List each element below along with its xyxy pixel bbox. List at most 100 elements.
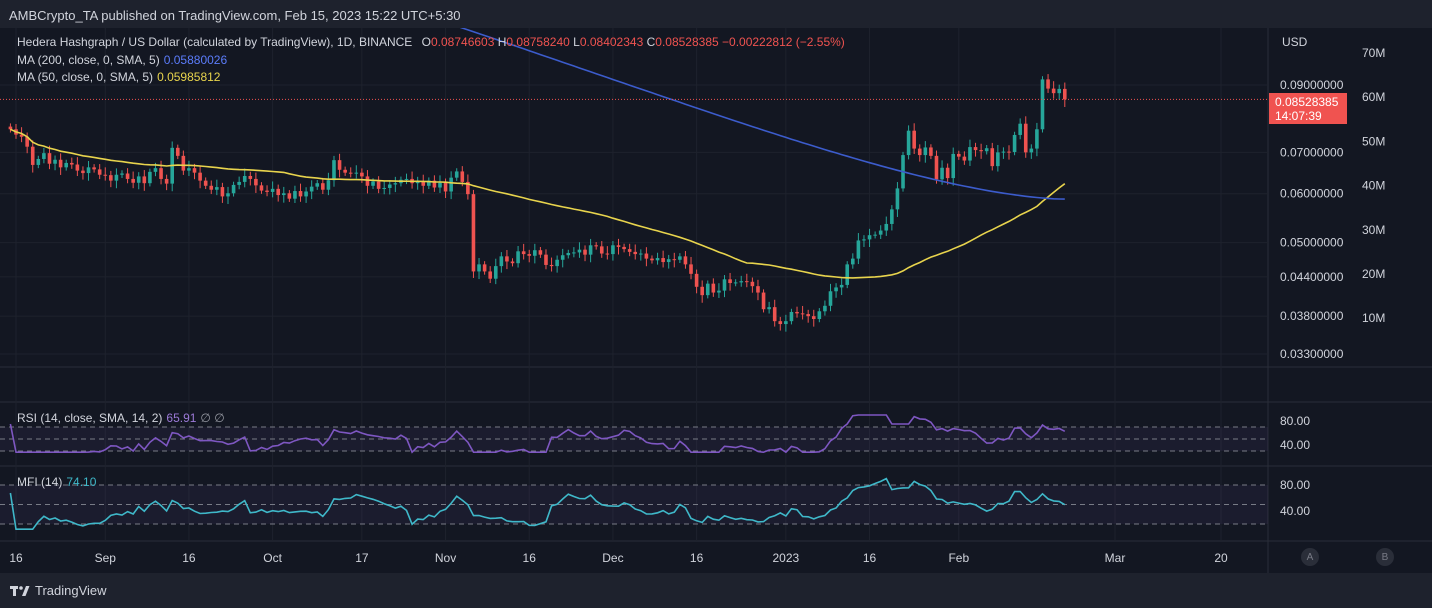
footer-bar: TradingView — [0, 573, 1432, 608]
candle-body — [360, 172, 364, 177]
candle — [449, 171, 453, 200]
candle-body — [75, 164, 80, 171]
candle-body — [750, 281, 755, 287]
candle-body — [427, 180, 431, 186]
candle — [929, 144, 933, 160]
candle — [1051, 81, 1056, 99]
candle-body — [53, 159, 57, 164]
candle-body — [510, 261, 515, 264]
candle — [873, 231, 877, 239]
candle-body — [572, 252, 576, 254]
candle — [438, 175, 442, 193]
candle-body — [516, 251, 520, 264]
candle — [332, 155, 336, 187]
candle-body — [58, 159, 63, 168]
candle-body — [622, 246, 626, 250]
ohlc-change: −0.00222812 (−2.55%) — [722, 35, 845, 49]
ohlc-open: 0.08746603 — [430, 35, 495, 49]
candle-body — [276, 188, 280, 196]
price-chart[interactable]: 16 Sep 16 Oct 17 Nov 16 Dec 16 2023 16 Feb Mar 20 0.09… — [0, 28, 1432, 573]
x-tick-label: Feb — [948, 551, 969, 565]
candle — [86, 160, 91, 181]
candle-body — [917, 148, 922, 156]
candle-body — [354, 172, 359, 174]
candle — [125, 168, 130, 184]
candle — [64, 159, 69, 171]
candle-body — [1035, 129, 1039, 149]
candle — [427, 177, 431, 190]
candle-body — [856, 240, 861, 259]
candle-body — [661, 258, 665, 263]
candle-body — [711, 283, 716, 293]
candle-body — [527, 254, 532, 256]
candle — [304, 187, 308, 203]
scale-button-b[interactable]: B — [1376, 548, 1394, 566]
candle — [694, 269, 699, 294]
price-tick-label: 0.06000000 — [1280, 187, 1344, 201]
candle — [354, 165, 359, 179]
candle-body — [940, 167, 944, 180]
ohlc-close: 0.08528385 — [655, 35, 719, 49]
candle-body — [114, 174, 119, 181]
ma200-value: 0.05880026 — [163, 53, 228, 67]
candle — [92, 164, 96, 173]
candle-body — [454, 171, 459, 178]
candle-body — [873, 234, 877, 236]
x-tick-label: Mar — [1105, 551, 1126, 565]
legend-symbol[interactable]: Hedera Hashgraph / US Dollar (calculated… — [17, 35, 413, 49]
candle — [58, 153, 63, 175]
candle — [717, 283, 721, 298]
candle — [432, 175, 437, 192]
candle — [203, 177, 208, 190]
candle — [47, 145, 52, 170]
candle-body — [733, 282, 738, 284]
candle — [990, 142, 995, 171]
tradingview-logo[interactable]: TradingView — [10, 583, 107, 598]
candle — [616, 238, 621, 255]
candle — [772, 299, 777, 327]
candle-body — [560, 255, 565, 260]
legend-rsi[interactable]: RSI (14, close, SMA, 14, 2) 65.91 ∅ ∅ — [17, 411, 225, 425]
rsi-tick-label: 40.00 — [1280, 438, 1310, 452]
candle — [36, 155, 41, 169]
candle — [376, 176, 381, 194]
candle — [120, 170, 124, 178]
candle-body — [493, 266, 498, 279]
chart-frame[interactable]: 16 Sep 16 Oct 17 Nov 16 Dec 16 2023 16 Feb Mar 20 0.09… — [0, 28, 1432, 573]
candle — [293, 185, 297, 203]
candle-body — [945, 167, 950, 179]
candle — [226, 186, 230, 205]
candle-body — [878, 230, 883, 235]
candle-body — [382, 187, 386, 189]
candle — [454, 168, 459, 181]
candle-body — [92, 167, 96, 170]
candle-body — [164, 178, 169, 184]
candle — [795, 306, 799, 318]
legend-ma200[interactable]: MA (200, close, 0, SMA, 5) 0.05880026 — [17, 53, 227, 67]
candle-body — [616, 245, 621, 247]
candle — [806, 309, 810, 323]
candle — [270, 181, 275, 198]
candle-body — [951, 153, 956, 179]
candle — [69, 157, 74, 169]
candle-body — [611, 245, 615, 255]
candle — [242, 168, 247, 188]
candle — [722, 275, 727, 298]
candle — [750, 277, 755, 293]
candle — [599, 241, 604, 258]
legend-ohlc: O0.08746603 H0.08758240 L0.08402343 C0.0… — [422, 35, 845, 49]
legend-ma50[interactable]: MA (50, close, 0, SMA, 5) 0.05985812 — [17, 70, 220, 84]
candle-body — [895, 188, 900, 210]
candle — [828, 283, 833, 312]
candle — [30, 140, 35, 173]
candle — [538, 247, 543, 258]
scale-button-a[interactable]: A — [1301, 548, 1319, 566]
legend-mfi[interactable]: MFI (14) 74.10 — [17, 475, 96, 489]
candle — [404, 173, 409, 185]
header-bar: AMBCrypto_TA published on TradingView.co… — [0, 0, 1432, 28]
candle-body — [1029, 148, 1034, 153]
candle — [884, 216, 889, 236]
candle — [231, 181, 236, 197]
candle — [895, 182, 900, 217]
x-tick-label: 2023 — [773, 551, 800, 565]
